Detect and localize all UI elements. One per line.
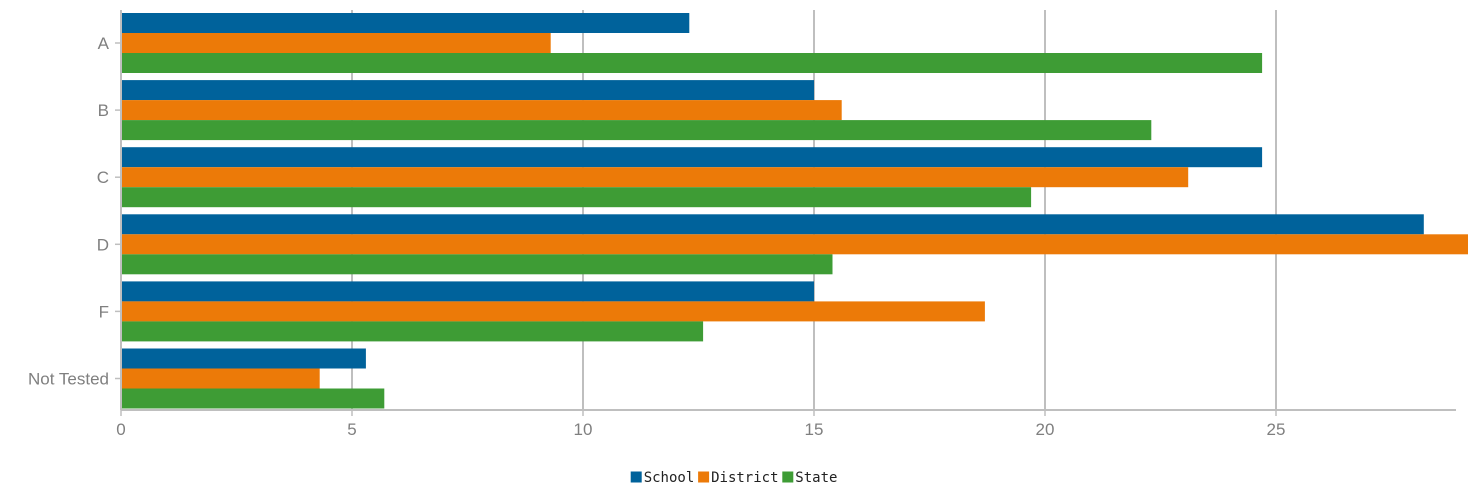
y-tick-label-a: A: [98, 34, 110, 53]
bar-district-f: [121, 301, 985, 322]
y-tick-label-not-tested: Not Tested: [28, 370, 109, 389]
x-tick-label-10: 10: [574, 420, 593, 439]
bar-district-b: [121, 100, 842, 121]
gridlines: [351, 10, 1277, 410]
bar-school-f: [121, 281, 814, 302]
y-tick-label-d: D: [97, 235, 109, 254]
bar-state-b: [121, 120, 1152, 141]
bars: [121, 13, 1468, 409]
bar-district-a: [121, 33, 551, 53]
bar-state-a: [121, 53, 1263, 73]
legend-label-district: District: [711, 470, 778, 486]
bar-school-d: [121, 214, 1424, 235]
axes: 0510152025303540455055ABCDFNot Tested: [28, 10, 1456, 439]
y-tick-label-f: F: [99, 302, 109, 321]
legend: School District State: [630, 470, 837, 486]
legend-swatch-state: [782, 471, 794, 483]
legend-label-school: School: [644, 470, 695, 486]
y-tick-label-c: C: [97, 168, 109, 187]
bar-state-not-tested: [121, 388, 385, 409]
bar-state-f: [121, 321, 704, 342]
bar-school-a: [121, 13, 690, 33]
bar-school-c: [121, 147, 1263, 168]
bar-district-d: [121, 234, 1468, 255]
x-tick-label-15: 15: [805, 420, 824, 439]
bar-state-c: [121, 187, 1032, 208]
bar-district-c: [121, 167, 1189, 188]
x-tick-label-5: 5: [347, 420, 356, 439]
bar-school-not-tested: [121, 348, 366, 369]
legend-swatch-school: [630, 471, 642, 483]
x-tick-label-20: 20: [1036, 420, 1055, 439]
bar-school-b: [121, 80, 814, 101]
legend-label-state: State: [795, 470, 837, 486]
x-tick-label-25: 25: [1267, 420, 1286, 439]
y-tick-label-b: B: [98, 101, 109, 120]
bar-state-d: [121, 254, 833, 275]
x-tick-label-0: 0: [116, 420, 125, 439]
legend-swatch-district: [698, 471, 710, 483]
bar-district-not-tested: [121, 368, 320, 389]
